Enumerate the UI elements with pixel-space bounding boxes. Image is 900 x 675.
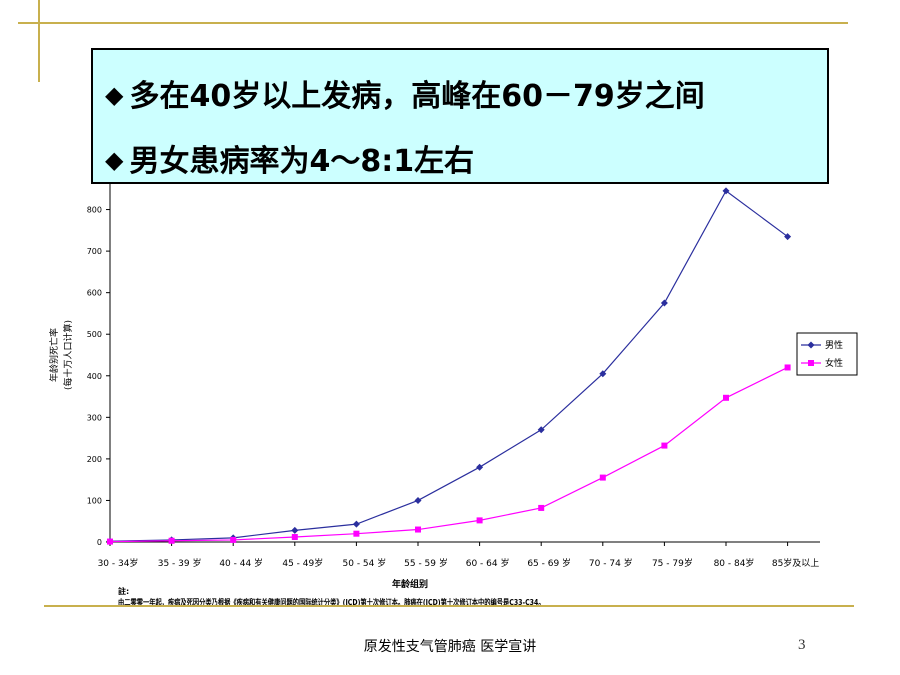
data-point-0-6: [476, 463, 484, 471]
y-tick-label: 500: [87, 330, 102, 339]
diamond-bullet-icon: ◆: [105, 81, 124, 109]
data-point-1-5: [415, 526, 421, 533]
y-tick-label: 400: [87, 372, 102, 381]
data-point-1-0: [107, 538, 113, 545]
data-point-1-7: [538, 504, 545, 511]
x-tick-label: 75 - 79岁: [652, 557, 693, 569]
decorative-left-line: [38, 0, 40, 82]
y-tick-label: 600: [87, 289, 102, 298]
data-point-1-2: [230, 536, 237, 543]
legend-marker-1: [808, 360, 814, 366]
callout-line-age-onset: ◆ 多在40岁以上发病，高峰在60－79岁之间: [105, 71, 705, 115]
data-point-0-3: [291, 526, 299, 534]
data-point-1-11: [784, 364, 791, 371]
data-point-0-5: [414, 496, 422, 504]
x-tick-label: 70 - 74 岁: [589, 557, 633, 569]
chart-note-text: 由二零零一年起，疾病及死因分类乃根据《疾病和有关健康问题的国际统计分类》(ICD…: [118, 598, 545, 607]
x-tick-label: 65 - 69 岁: [527, 557, 571, 569]
data-point-0-9: [660, 299, 668, 307]
data-point-0-10: [722, 187, 730, 195]
data-point-1-6: [476, 517, 483, 524]
decorative-top-line: [18, 22, 848, 24]
chart-note-label: 註:: [118, 587, 130, 596]
y-tick-label: 100: [87, 496, 102, 505]
footer-caption: 原发性支气管肺癌 医学宣讲: [363, 639, 537, 655]
series-line-0: [109, 189, 788, 542]
x-tick-label: 85岁及以上: [772, 557, 819, 569]
x-tick-label: 40 - 44 岁: [219, 557, 263, 569]
data-point-1-4: [353, 530, 360, 537]
x-tick-label: 55 - 59 岁: [404, 557, 448, 569]
legend-label-0: 男性: [825, 339, 843, 351]
y-axis-subtitle: (每十万人口计算): [62, 320, 74, 390]
data-point-0-11: [784, 233, 792, 241]
x-tick-label: 50 - 54 岁: [343, 557, 387, 569]
y-tick-label: 800: [87, 206, 102, 215]
x-tick-label: 80 - 84岁: [714, 557, 755, 569]
data-point-0-8: [599, 370, 607, 378]
x-tick-label: 35 - 39 岁: [158, 557, 202, 569]
y-tick-label: 200: [87, 455, 102, 464]
x-tick-label: 45 - 49岁: [282, 557, 323, 569]
series-line-1: [109, 366, 788, 543]
data-point-0-4: [352, 520, 360, 528]
y-tick-label: 700: [87, 247, 102, 256]
data-point-1-3: [291, 534, 298, 541]
data-point-1-1: [168, 537, 175, 544]
diamond-bullet-icon: ◆: [105, 146, 124, 174]
data-point-1-9: [661, 442, 668, 449]
data-point-1-8: [599, 474, 606, 481]
legend-box: [796, 332, 858, 376]
y-tick-label: 300: [87, 413, 102, 422]
callout-text-1: 多在40岁以上发病，高峰在60－79岁之间: [129, 79, 705, 114]
y-tick-label: 0: [97, 538, 102, 547]
x-tick-label: 60 - 64 岁: [466, 557, 510, 569]
x-tick-label: 30 - 34岁: [98, 557, 139, 569]
data-point-0-7: [537, 426, 545, 434]
callout-line-gender-ratio: ◆ 男女患病率为4～8:1左右: [105, 136, 474, 180]
x-axis-title: 年龄组别: [392, 578, 428, 590]
page-number: 3: [798, 637, 806, 653]
summary-callout-box: ◆ 多在40岁以上发病，高峰在60－79岁之间 ◆ 男女患病率为4～8:1左右: [91, 48, 829, 184]
legend-marker-0: [807, 341, 815, 349]
decorative-bottom-line: [44, 605, 854, 607]
callout-text-2: 男女患病率为4～8:1左右: [129, 144, 475, 179]
legend-label-1: 女性: [825, 357, 843, 369]
data-point-1-10: [723, 394, 729, 401]
y-axis-title: 年龄别死亡率: [48, 328, 60, 382]
